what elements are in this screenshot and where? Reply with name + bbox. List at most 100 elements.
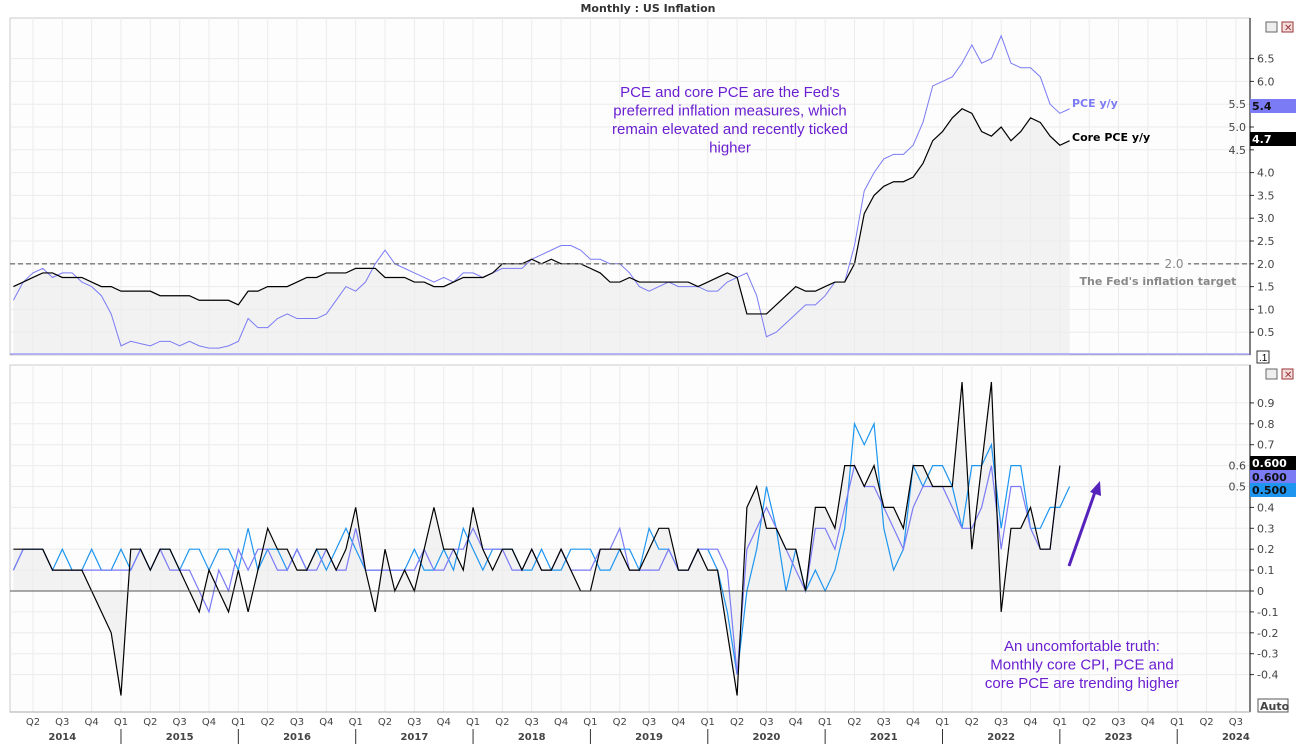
value-tag-bg (1250, 132, 1296, 146)
arrow-head-icon (1090, 481, 1101, 496)
x-tick-label: Q2 (143, 717, 157, 728)
target-label-bg (1160, 256, 1188, 270)
x-year-label: 2015 (166, 732, 194, 743)
x-tick-label: Q2 (378, 717, 392, 728)
y-tick-label: 0.6 (1229, 460, 1247, 473)
series-line-0 (12, 34, 1070, 349)
legend-pce: PCE y/y (1072, 97, 1118, 110)
x-year-label: 2017 (400, 732, 428, 743)
x-tick-label: Q3 (877, 717, 891, 728)
x-year-label: 2021 (870, 732, 898, 743)
x-tick-label: Q1 (349, 717, 363, 728)
x-tick-label: Q1 (231, 717, 245, 728)
legend-core-pce: Core PCE y/y (1072, 131, 1150, 144)
annotation-bottom: core PCE are trending higher (985, 675, 1179, 692)
x-tick-label: Q1 (1053, 717, 1067, 728)
x-tick-label: Q1 (818, 717, 832, 728)
value-tag: 4.7 (1252, 133, 1272, 146)
value-tag-bg (1250, 470, 1296, 484)
y-tick-label: 0.7 (1257, 439, 1275, 452)
y-tick-label: 3.0 (1257, 212, 1275, 225)
x-tick-label: Q3 (173, 717, 187, 728)
x-tick-label: Q2 (965, 717, 979, 728)
x-tick-label: Q4 (85, 717, 99, 728)
x-tick-label: Q4 (671, 717, 685, 728)
annotation-top: preferred inflation measures, which (613, 103, 846, 120)
x-tick-label: Q2 (495, 717, 509, 728)
x-tick-label: Q3 (525, 717, 539, 728)
y-tick-label: 5.0 (1229, 121, 1247, 134)
area-fill (13, 382, 1060, 696)
y-tick-label: 0.9 (1257, 397, 1275, 410)
value-tag: 0.500 (1252, 484, 1287, 497)
restore-button[interactable] (1265, 21, 1278, 33)
y-tick-label: 2.5 (1257, 235, 1275, 248)
target-value-label: 2.0 (1164, 257, 1183, 271)
x-tick-label: Q4 (554, 717, 568, 728)
annotation-bottom: Monthly core CPI, PCE and (990, 657, 1173, 674)
y-tick-label: 0.1 (1257, 564, 1275, 577)
y-tick-label: -0.4 (1257, 669, 1278, 682)
x-tick-label: Q1 (701, 717, 715, 728)
y-tick-label: 4.5 (1229, 144, 1247, 157)
x-tick-label: Q3 (1111, 717, 1125, 728)
area-fill (13, 108, 1070, 355)
y-tick-label: 0.4 (1257, 501, 1275, 514)
value-tag-bg (1250, 456, 1296, 470)
value-tag: 0.600 (1252, 457, 1287, 470)
x-year-label: 2016 (283, 732, 311, 743)
value-tag: 0.600 (1252, 471, 1287, 484)
series-line-2 (12, 421, 1071, 675)
y-tick-label: 1.0 (1257, 303, 1275, 316)
x-tick-label: Q1 (466, 717, 480, 728)
y-tick-label: 3.5 (1257, 189, 1275, 202)
y-tick-label: 5.5 (1229, 98, 1247, 111)
annotation-top: remain elevated and recently ticked (612, 121, 848, 138)
y-tick-label: 0.3 (1257, 522, 1275, 535)
value-tag: 5.4 (1252, 100, 1272, 113)
x-tick-label: Q2 (730, 717, 744, 728)
x-year-label: 2018 (518, 732, 546, 743)
x-tick-label: Q4 (319, 717, 333, 728)
scale-box[interactable] (1256, 350, 1270, 364)
x-tick-label: Q2 (1082, 717, 1096, 728)
auto-button[interactable] (1257, 698, 1289, 713)
x-tick-label: Q4 (906, 717, 920, 728)
trend-arrow (1067, 491, 1097, 567)
close-icon[interactable]: ✕ (1284, 23, 1292, 34)
y-tick-label: 0.5 (1257, 326, 1275, 339)
restore-button[interactable] (1265, 368, 1278, 380)
y-tick-label: 2.0 (1257, 258, 1275, 271)
x-tick-label: Q1 (935, 717, 949, 728)
x-tick-label: Q3 (55, 717, 69, 728)
x-tick-label: Q3 (994, 717, 1008, 728)
auto-button-label[interactable]: Auto (1260, 700, 1290, 713)
y-tick-label: 0.2 (1257, 543, 1275, 556)
x-tick-label: Q4 (437, 717, 451, 728)
close-icon[interactable]: ✕ (1284, 370, 1292, 381)
annotation-bottom: An uncomfortable truth: (1004, 638, 1160, 655)
x-tick-label: Q1 (1170, 717, 1184, 728)
x-tick-label: Q4 (202, 717, 216, 728)
x-tick-label: Q2 (613, 717, 627, 728)
x-tick-label: Q1 (114, 717, 128, 728)
y-tick-label: 0.8 (1257, 418, 1275, 431)
scale-box-label: .1 (1259, 353, 1268, 364)
x-tick-label: Q3 (1229, 717, 1243, 728)
close-panel-button[interactable] (1281, 368, 1294, 380)
y-tick-label: 1.5 (1257, 281, 1275, 294)
close-panel-button[interactable] (1281, 21, 1294, 33)
y-tick-label: 0 (1257, 585, 1264, 598)
x-tick-label: Q2 (261, 717, 275, 728)
chart-title: Monthly : US Inflation (580, 2, 716, 15)
x-tick-label: Q3 (759, 717, 773, 728)
y-tick-label: -0.3 (1257, 648, 1278, 661)
x-year-label: 2023 (1105, 732, 1133, 743)
annotation-top: higher (709, 140, 751, 157)
x-tick-label: Q4 (1023, 717, 1037, 728)
x-tick-label: Q3 (642, 717, 656, 728)
x-tick-label: Q2 (1199, 717, 1213, 728)
x-tick-label: Q4 (789, 717, 803, 728)
x-tick-label: Q3 (290, 717, 304, 728)
